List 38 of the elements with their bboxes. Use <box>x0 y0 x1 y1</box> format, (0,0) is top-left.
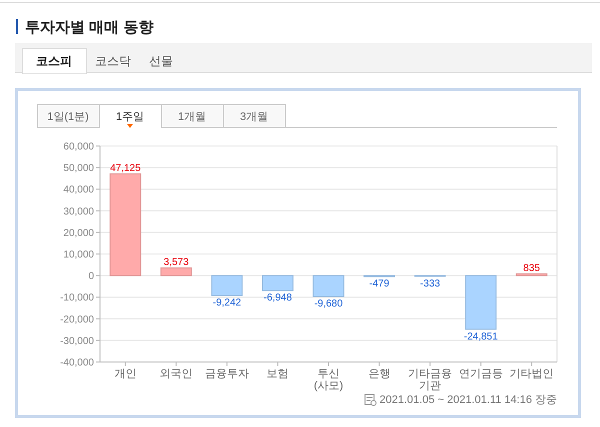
footnote: 2021.01.05 ~ 2021.01.11 14:16 장중 <box>380 394 557 406</box>
tab-label: 선물 <box>149 54 173 68</box>
x-tick-label: 투신(사모) <box>314 368 344 392</box>
data-label: 47,125 <box>110 162 141 174</box>
data-label: -479 <box>369 278 390 290</box>
data-label: 835 <box>523 262 540 274</box>
data-label: 3,573 <box>164 256 189 268</box>
y-tick-label: 10,000 <box>63 250 94 260</box>
data-label: -9,242 <box>212 298 242 309</box>
x-tick-label: 보험 <box>266 368 289 380</box>
x-tick-label: 외국인 <box>160 368 193 380</box>
subtab-label: 1일(1분) <box>47 111 89 123</box>
y-tick-label: 60,000 <box>63 142 94 152</box>
x-tick-label: 개인 <box>114 368 136 380</box>
x-tick-label: 금융투자 <box>204 368 249 380</box>
y-tick-label: 40,000 <box>63 184 94 196</box>
subtab-label: 3개월 <box>240 111 268 123</box>
y-tick-label: 50,000 <box>63 163 94 174</box>
tab-label: 코스피 <box>36 54 72 68</box>
x-tick-label: 은행 <box>368 368 390 380</box>
x-tick-label: 기타법인 <box>510 368 554 380</box>
data-label: -24,851 <box>464 331 498 342</box>
tab-label: 코스닥 <box>95 54 131 68</box>
y-tick-label: -30,000 <box>60 336 94 347</box>
y-tick-label: -10,000 <box>60 292 94 304</box>
data-label: -9,680 <box>314 298 343 310</box>
y-tick-label: -20,000 <box>60 314 94 326</box>
title: 투자자별 매매 동향 <box>25 19 154 36</box>
y-tick-label: 0 <box>88 271 94 282</box>
subtab-label: 1개월 <box>178 111 206 123</box>
subtab-label: 1주일 <box>116 111 144 123</box>
y-tick-label: -40,000 <box>60 358 94 368</box>
data-label: -6,948 <box>264 292 292 304</box>
x-tick-label: 연기금등 <box>458 368 503 380</box>
data-label: -333 <box>420 278 440 290</box>
x-tick-label: 기타금융기관 <box>408 368 452 392</box>
y-tick-label: 30,000 <box>63 206 94 218</box>
y-tick-label: 20,000 <box>63 228 94 239</box>
